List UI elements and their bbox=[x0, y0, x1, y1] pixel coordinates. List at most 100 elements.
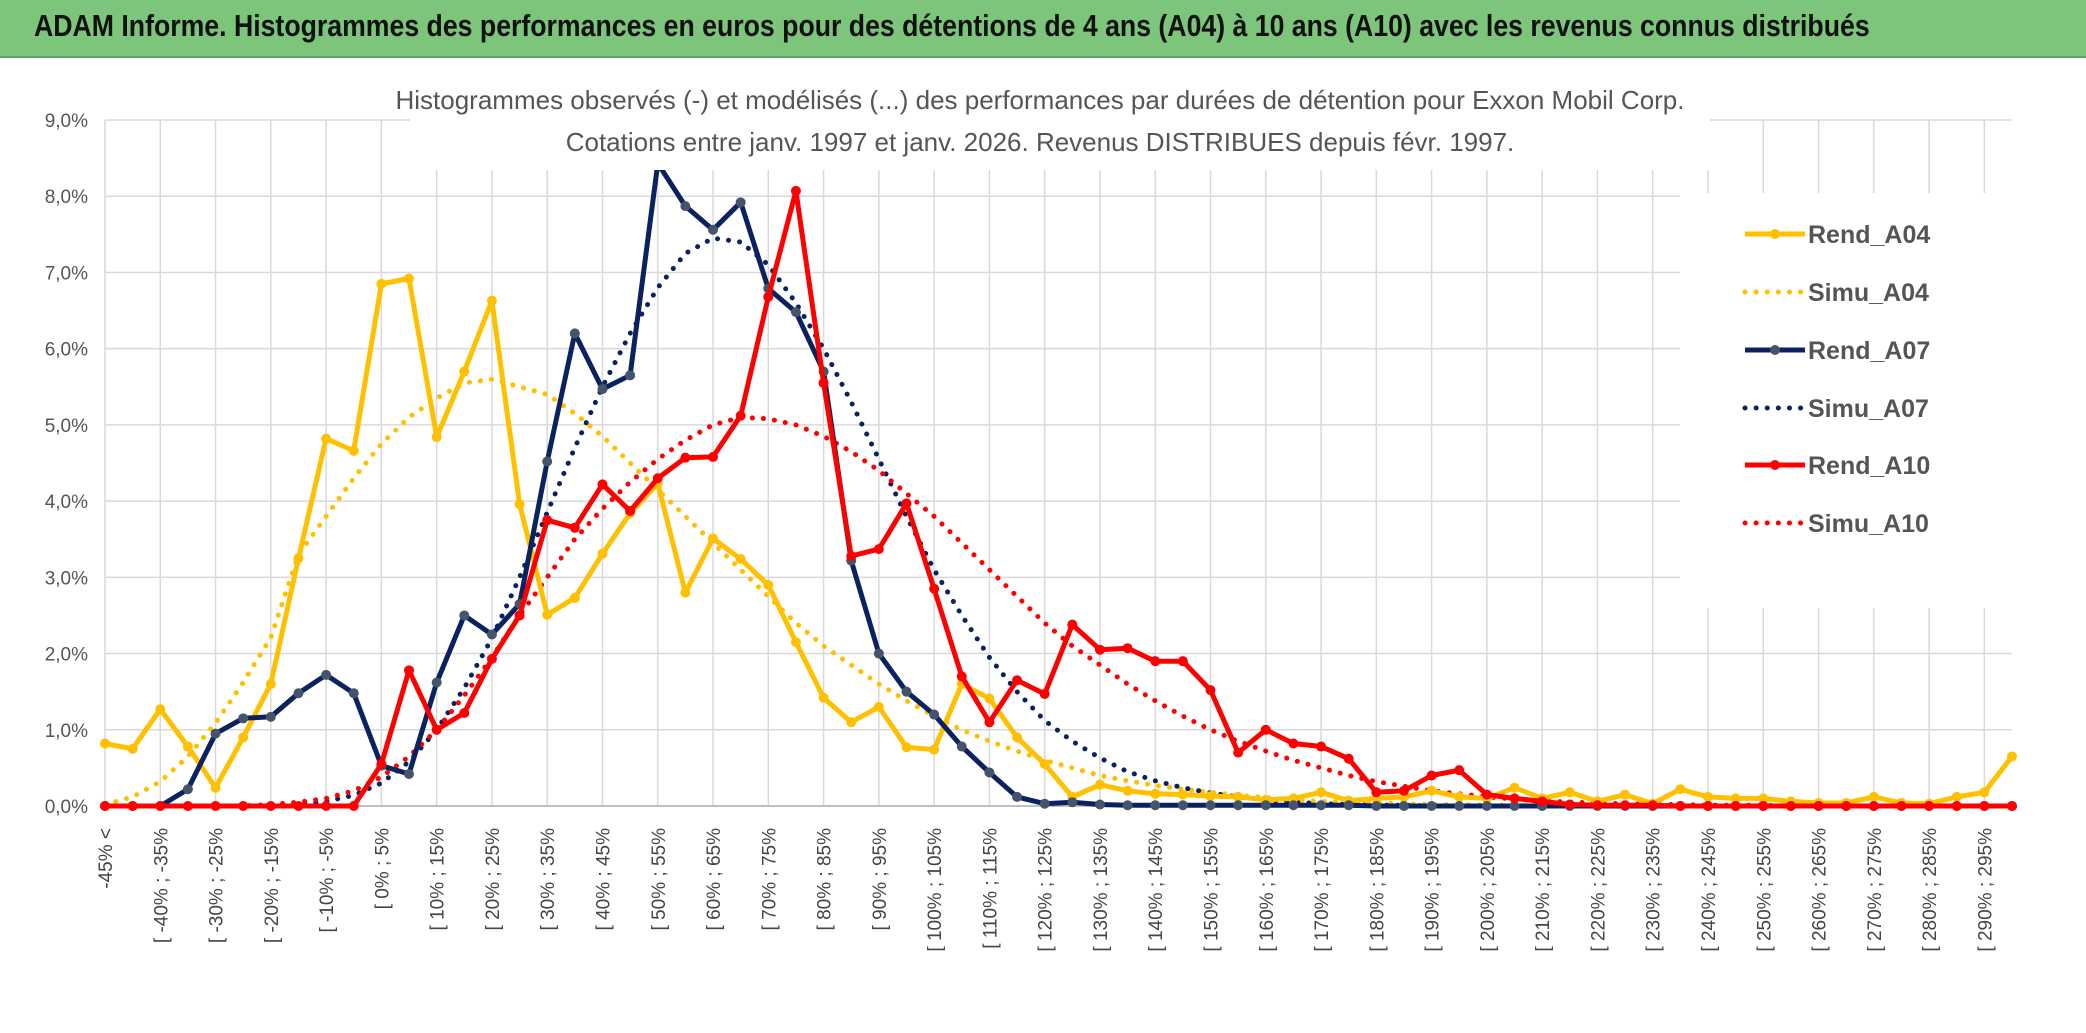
data-point-Rend_A07 bbox=[1260, 800, 1271, 811]
x-tick-label: [ 210% ; 215% bbox=[1533, 828, 1554, 952]
data-point-Rend_A04 bbox=[708, 533, 719, 544]
data-point-Rend_A10 bbox=[1122, 643, 1133, 654]
data-point-Rend_A04 bbox=[597, 548, 608, 559]
data-point-Rend_A10 bbox=[1592, 800, 1603, 811]
data-point-Rend_A07 bbox=[929, 709, 940, 720]
data-point-Rend_A10 bbox=[1730, 801, 1741, 811]
data-point-Rend_A10 bbox=[1067, 619, 1078, 630]
chart-series bbox=[100, 158, 2017, 811]
x-tick-label: -45% < bbox=[96, 828, 117, 889]
data-point-Rend_A04 bbox=[238, 732, 249, 743]
data-point-Rend_A10 bbox=[1454, 765, 1465, 776]
data-point-Rend_A10 bbox=[1094, 644, 1105, 655]
data-point-Rend_A10 bbox=[1564, 799, 1575, 810]
y-tick-label: 6,0% bbox=[45, 340, 88, 361]
data-point-Rend_A07 bbox=[597, 384, 608, 395]
data-point-Rend_A04 bbox=[1122, 785, 1133, 796]
y-tick-label: 0,0% bbox=[45, 797, 88, 818]
x-tick-label: [ 20% ; 25% bbox=[483, 828, 504, 931]
x-tick-label: [ 130% ; 135% bbox=[1091, 828, 1112, 952]
series-Rend_A10 bbox=[100, 185, 2017, 811]
data-point-Rend_A04 bbox=[1094, 779, 1105, 790]
data-point-Rend_A04 bbox=[1675, 784, 1686, 795]
y-tick-label: 4,0% bbox=[45, 492, 88, 513]
data-point-Rend_A07 bbox=[321, 669, 332, 680]
data-point-Rend_A04 bbox=[1509, 782, 1520, 793]
chart-legend: Rend_A04 Simu_A04 Rend_A07 Simu_A07 Rend_A10… bbox=[1742, 221, 1930, 538]
data-point-Rend_A04 bbox=[901, 742, 912, 753]
data-point-Rend_A10 bbox=[873, 544, 884, 555]
data-point-Rend_A04 bbox=[680, 587, 691, 598]
data-point-Rend_A10 bbox=[1620, 800, 1631, 811]
data-point-Rend_A10 bbox=[2007, 801, 2017, 811]
data-point-Rend_A04 bbox=[431, 432, 442, 443]
page-banner: ADAM Informe. Histogrammes des performan… bbox=[0, 0, 2086, 58]
data-point-Rend_A10 bbox=[1371, 787, 1382, 798]
y-axis-ticks: 0,0% 1,0% 2,0% 3,0% 4,0% 5,0% 6,0% 7,0% 8,0% 9,0% bbox=[45, 111, 88, 818]
y-tick-label: 1,0% bbox=[45, 721, 88, 742]
data-point-Rend_A07 bbox=[459, 610, 470, 621]
data-point-Rend_A04 bbox=[1150, 788, 1161, 799]
data-point-Rend_A04 bbox=[1039, 759, 1050, 770]
data-point-Rend_A04 bbox=[265, 679, 276, 690]
x-tick-label: [ 50% ; 55% bbox=[649, 828, 670, 931]
data-point-Rend_A04 bbox=[569, 592, 580, 603]
data-point-Rend_A10 bbox=[1951, 801, 1962, 811]
data-point-Rend_A07 bbox=[348, 688, 359, 699]
data-point-Rend_A07 bbox=[901, 686, 912, 697]
data-point-Rend_A10 bbox=[348, 801, 359, 811]
data-point-Rend_A04 bbox=[1426, 785, 1437, 796]
data-point-Rend_A10 bbox=[1205, 685, 1216, 696]
data-point-Rend_A10 bbox=[652, 473, 663, 484]
x-tick-label: [ 90% ; 95% bbox=[870, 828, 891, 931]
data-point-Rend_A10 bbox=[1675, 801, 1686, 811]
data-point-Rend_A04 bbox=[321, 433, 332, 444]
data-point-Rend_A07 bbox=[625, 370, 636, 381]
x-tick-label: [ 160% ; 165% bbox=[1257, 828, 1278, 952]
data-point-Rend_A04 bbox=[1979, 787, 1990, 798]
data-point-Rend_A10 bbox=[1979, 801, 1990, 811]
x-tick-label: [ 200% ; 205% bbox=[1478, 828, 1499, 952]
data-point-Rend_A07 bbox=[238, 713, 249, 724]
legend-backdrop bbox=[1680, 193, 2012, 608]
data-point-Rend_A10 bbox=[901, 498, 912, 509]
x-tick-label: [ 170% ; 175% bbox=[1312, 828, 1333, 952]
y-tick-label: 5,0% bbox=[45, 416, 88, 437]
data-point-Rend_A10 bbox=[984, 717, 995, 728]
x-tick-label: [ 180% ; 185% bbox=[1367, 828, 1388, 952]
data-point-Rend_A10 bbox=[1012, 675, 1023, 686]
data-point-Rend_A04 bbox=[846, 717, 857, 728]
x-tick-label: [ -30% ; -25% bbox=[207, 828, 228, 943]
legend-marker bbox=[1770, 460, 1780, 470]
y-tick-label: 7,0% bbox=[45, 263, 88, 284]
x-tick-label: [ 80% ; 85% bbox=[815, 828, 836, 931]
data-point-Rend_A07 bbox=[956, 741, 967, 752]
series-line-Rend_A04 bbox=[104, 276, 2014, 807]
legend-label: Simu_A07 bbox=[1808, 395, 1929, 423]
data-point-Rend_A07 bbox=[1067, 797, 1078, 808]
data-point-Rend_A07 bbox=[1177, 800, 1188, 811]
data-point-Rend_A07 bbox=[1205, 800, 1216, 811]
x-tick-label: [ 190% ; 195% bbox=[1423, 828, 1444, 952]
legend-item-Simu_A04: Simu_A04 bbox=[1742, 279, 1929, 307]
data-point-Rend_A10 bbox=[127, 801, 138, 811]
legend-label: Simu_A10 bbox=[1808, 510, 1929, 538]
data-point-Rend_A10 bbox=[1537, 796, 1548, 807]
data-point-Rend_A04 bbox=[818, 692, 829, 703]
series-line-Simu_A07 bbox=[102, 235, 2015, 809]
data-point-Rend_A04 bbox=[1288, 793, 1299, 804]
data-point-Rend_A10 bbox=[735, 410, 746, 421]
data-point-Rend_A07 bbox=[1426, 801, 1437, 811]
data-point-Rend_A07 bbox=[1094, 799, 1105, 810]
data-point-Rend_A07 bbox=[431, 677, 442, 688]
data-point-Rend_A04 bbox=[514, 499, 525, 510]
data-point-Rend_A10 bbox=[956, 671, 967, 682]
data-point-Rend_A07 bbox=[1509, 801, 1520, 811]
data-point-Rend_A04 bbox=[100, 738, 110, 749]
data-point-Rend_A07 bbox=[1012, 791, 1023, 802]
y-tick-label: 8,0% bbox=[45, 187, 88, 208]
x-axis-ticks: -45% < [ -40% ; -35% [ -30% ; -25% [ -20% ;… bbox=[96, 828, 1996, 952]
data-point-Rend_A07 bbox=[1288, 800, 1299, 811]
data-point-Rend_A10 bbox=[680, 452, 691, 463]
data-point-Rend_A04 bbox=[376, 278, 387, 289]
